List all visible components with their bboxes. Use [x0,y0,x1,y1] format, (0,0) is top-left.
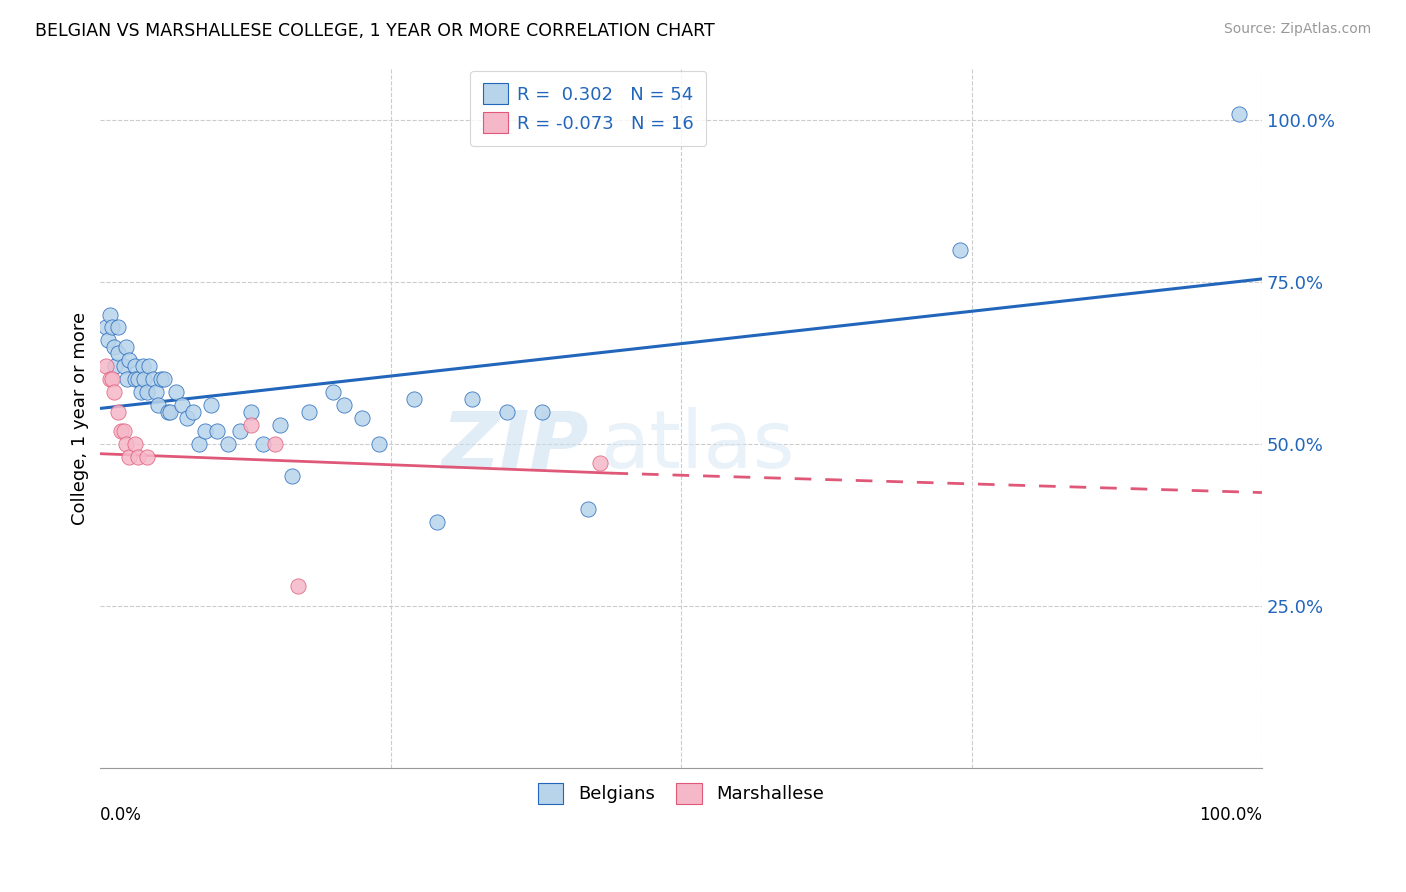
Point [107,320,129,334]
Text: Source: ZipAtlas.com: Source: ZipAtlas.com [1223,22,1371,37]
Point [115,340,138,354]
Point [107,346,129,360]
Point [402,392,425,406]
Point [135,385,157,400]
Point [229,424,252,438]
Point [127,372,149,386]
Point [118,450,141,464]
Text: atlas: atlas [600,407,794,485]
Point [1227,107,1250,121]
Point [110,424,132,438]
Point [205,424,228,438]
Point [333,398,356,412]
Point [149,372,172,386]
Point [188,437,211,451]
Point [165,385,187,400]
Point [252,437,274,451]
Point [142,372,165,386]
Point [118,352,141,367]
Text: 0.0%: 0.0% [100,806,142,824]
Point [194,424,217,438]
Point [124,372,146,386]
Point [350,411,373,425]
Point [153,372,176,386]
Point [138,359,160,374]
Point [134,372,156,386]
Point [101,372,124,386]
Point [461,392,484,406]
Point [200,398,222,412]
Point [124,437,146,451]
Point [115,437,138,451]
Legend: Belgians, Marshallese: Belgians, Marshallese [531,776,831,811]
Point [281,469,304,483]
Point [156,404,179,418]
Point [287,579,309,593]
Point [159,404,181,418]
Point [124,359,146,374]
Point [949,243,972,257]
Point [269,417,291,432]
Point [112,424,135,438]
Point [176,411,198,425]
Point [132,359,155,374]
Point [217,437,239,451]
Text: ZIP: ZIP [441,407,588,485]
Point [368,437,391,451]
Text: 100.0%: 100.0% [1199,806,1263,824]
Point [98,308,121,322]
Y-axis label: College, 1 year or more: College, 1 year or more [72,311,89,524]
Point [148,398,170,412]
Point [98,372,121,386]
Point [96,320,118,334]
Point [135,450,157,464]
Point [104,359,127,374]
Point [96,359,118,374]
Point [101,320,124,334]
Point [322,385,344,400]
Point [576,501,599,516]
Text: BELGIAN VS MARSHALLESE COLLEGE, 1 YEAR OR MORE CORRELATION CHART: BELGIAN VS MARSHALLESE COLLEGE, 1 YEAR O… [35,22,714,40]
Point [103,340,125,354]
Point [426,515,449,529]
Point [589,457,612,471]
Point [263,437,285,451]
Point [181,404,204,418]
Point [145,385,167,400]
Point [240,404,263,418]
Point [107,404,129,418]
Point [129,385,152,400]
Point [97,334,120,348]
Point [127,450,149,464]
Point [240,417,263,432]
Point [112,359,135,374]
Point [103,385,125,400]
Point [298,404,321,418]
Point [115,372,138,386]
Point [170,398,193,412]
Point [496,404,519,418]
Point [530,404,553,418]
